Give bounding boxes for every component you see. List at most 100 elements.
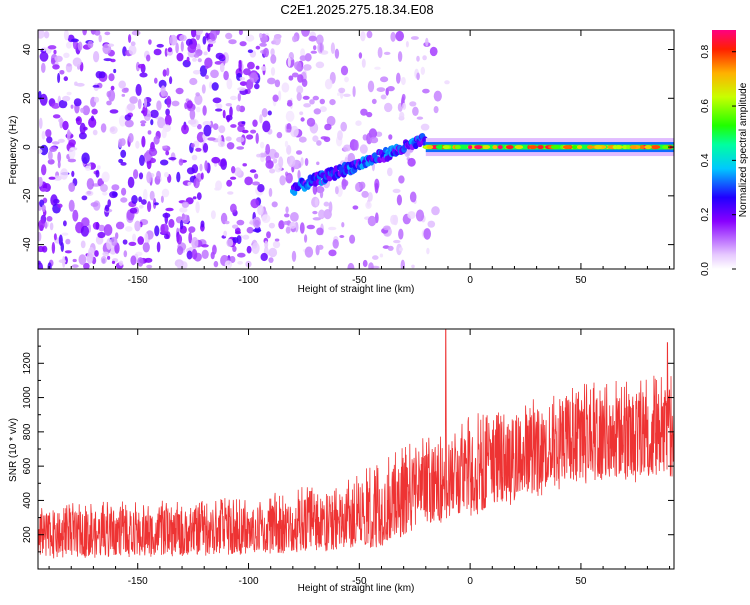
noise-blob xyxy=(50,57,56,65)
noise-blob xyxy=(140,120,147,124)
noise-blob xyxy=(73,98,82,107)
noise-blob xyxy=(47,45,57,50)
noise-blob xyxy=(194,30,204,36)
noise-blob xyxy=(384,102,393,113)
noise-blob xyxy=(188,226,196,233)
noise-blob xyxy=(226,238,234,247)
noise-blob xyxy=(160,224,165,234)
noise-blob xyxy=(40,188,48,192)
noise-blob xyxy=(246,245,252,254)
noise-blob xyxy=(319,106,327,113)
noise-blob xyxy=(237,261,243,265)
noise-blob xyxy=(285,226,291,234)
noise-blob xyxy=(261,108,268,118)
noise-blob xyxy=(164,171,169,178)
noise-blob xyxy=(272,94,279,102)
noise-blob xyxy=(39,117,43,129)
noise-blob xyxy=(75,116,82,126)
noise-blob xyxy=(377,47,383,59)
noise-blob xyxy=(433,90,442,102)
colorbar-ticks: 0.0 0.2 0.4 0.6 0.8 xyxy=(700,44,736,276)
noise-blob xyxy=(398,247,404,252)
noise-blob xyxy=(68,147,76,159)
noise-blob xyxy=(106,238,112,250)
noise-blob xyxy=(201,249,209,259)
noise-blob xyxy=(387,245,394,251)
noise-blob xyxy=(387,167,393,177)
noise-blob xyxy=(63,30,69,41)
noise-blob xyxy=(229,256,236,263)
noise-blob xyxy=(300,157,304,166)
noise-blob xyxy=(249,169,257,173)
noise-blob xyxy=(319,98,325,105)
noise-blob xyxy=(242,163,247,167)
noise-blob xyxy=(72,258,77,263)
noise-blob xyxy=(137,257,144,267)
noise-blob xyxy=(316,227,324,236)
noise-blob xyxy=(111,260,116,264)
noise-blob xyxy=(210,251,215,260)
noise-blob xyxy=(52,114,61,119)
carrier-point xyxy=(482,145,491,150)
noise-blob xyxy=(204,57,213,69)
noise-blob xyxy=(176,246,184,255)
noise-blob xyxy=(160,159,169,166)
carrier-point xyxy=(562,145,572,150)
noise-blob xyxy=(299,55,307,61)
noise-blob xyxy=(214,61,223,65)
carrier-point xyxy=(594,145,602,150)
noise-blob xyxy=(92,129,98,136)
noise-blob xyxy=(38,90,42,100)
noise-blob xyxy=(409,101,417,107)
noise-blob xyxy=(71,264,79,268)
noise-blob xyxy=(119,138,126,147)
noise-blob xyxy=(237,87,246,91)
noise-blob xyxy=(121,93,126,97)
noise-blob xyxy=(104,31,111,36)
noise-blob xyxy=(142,105,148,117)
noise-blob xyxy=(86,178,95,190)
snr-series-line xyxy=(38,329,674,559)
noise-blob xyxy=(38,231,42,242)
noise-blob xyxy=(78,254,87,265)
noise-blob xyxy=(124,114,132,121)
noise-blob xyxy=(66,129,71,141)
noise-blob xyxy=(267,110,272,116)
noise-blob xyxy=(207,44,211,52)
noise-blob xyxy=(242,129,249,134)
noise-blob xyxy=(58,118,64,123)
noise-blob xyxy=(401,76,406,86)
noise-blob xyxy=(260,66,267,71)
snr-ytick-label: 800 xyxy=(22,423,33,440)
noise-blob xyxy=(100,123,107,133)
noise-blob xyxy=(49,222,54,231)
noise-blob xyxy=(141,199,147,205)
noise-blob xyxy=(291,250,297,262)
noise-blob xyxy=(312,95,319,101)
noise-blob xyxy=(121,187,127,196)
noise-blob xyxy=(164,233,170,240)
noise-blob xyxy=(420,66,425,75)
noise-blob xyxy=(254,173,259,179)
noise-blob xyxy=(239,41,247,47)
noise-blob xyxy=(189,77,198,86)
noise-blob xyxy=(274,152,280,159)
noise-blob xyxy=(41,164,47,176)
noise-blob xyxy=(341,179,349,187)
noise-blob xyxy=(98,224,106,232)
noise-blob xyxy=(294,61,302,71)
noise-blob xyxy=(231,166,236,174)
noise-blob xyxy=(369,136,379,144)
noise-blob xyxy=(78,132,87,140)
noise-blob xyxy=(236,136,245,143)
carrier-point xyxy=(615,145,622,150)
noise-blob xyxy=(92,84,100,88)
carrier-point xyxy=(468,145,473,150)
noise-blob xyxy=(313,108,321,115)
noise-blob xyxy=(238,30,243,36)
noise-blob xyxy=(167,47,173,53)
noise-blob xyxy=(204,160,208,171)
noise-blob xyxy=(181,124,189,135)
noise-blob xyxy=(195,201,200,214)
noise-blob xyxy=(213,260,219,268)
